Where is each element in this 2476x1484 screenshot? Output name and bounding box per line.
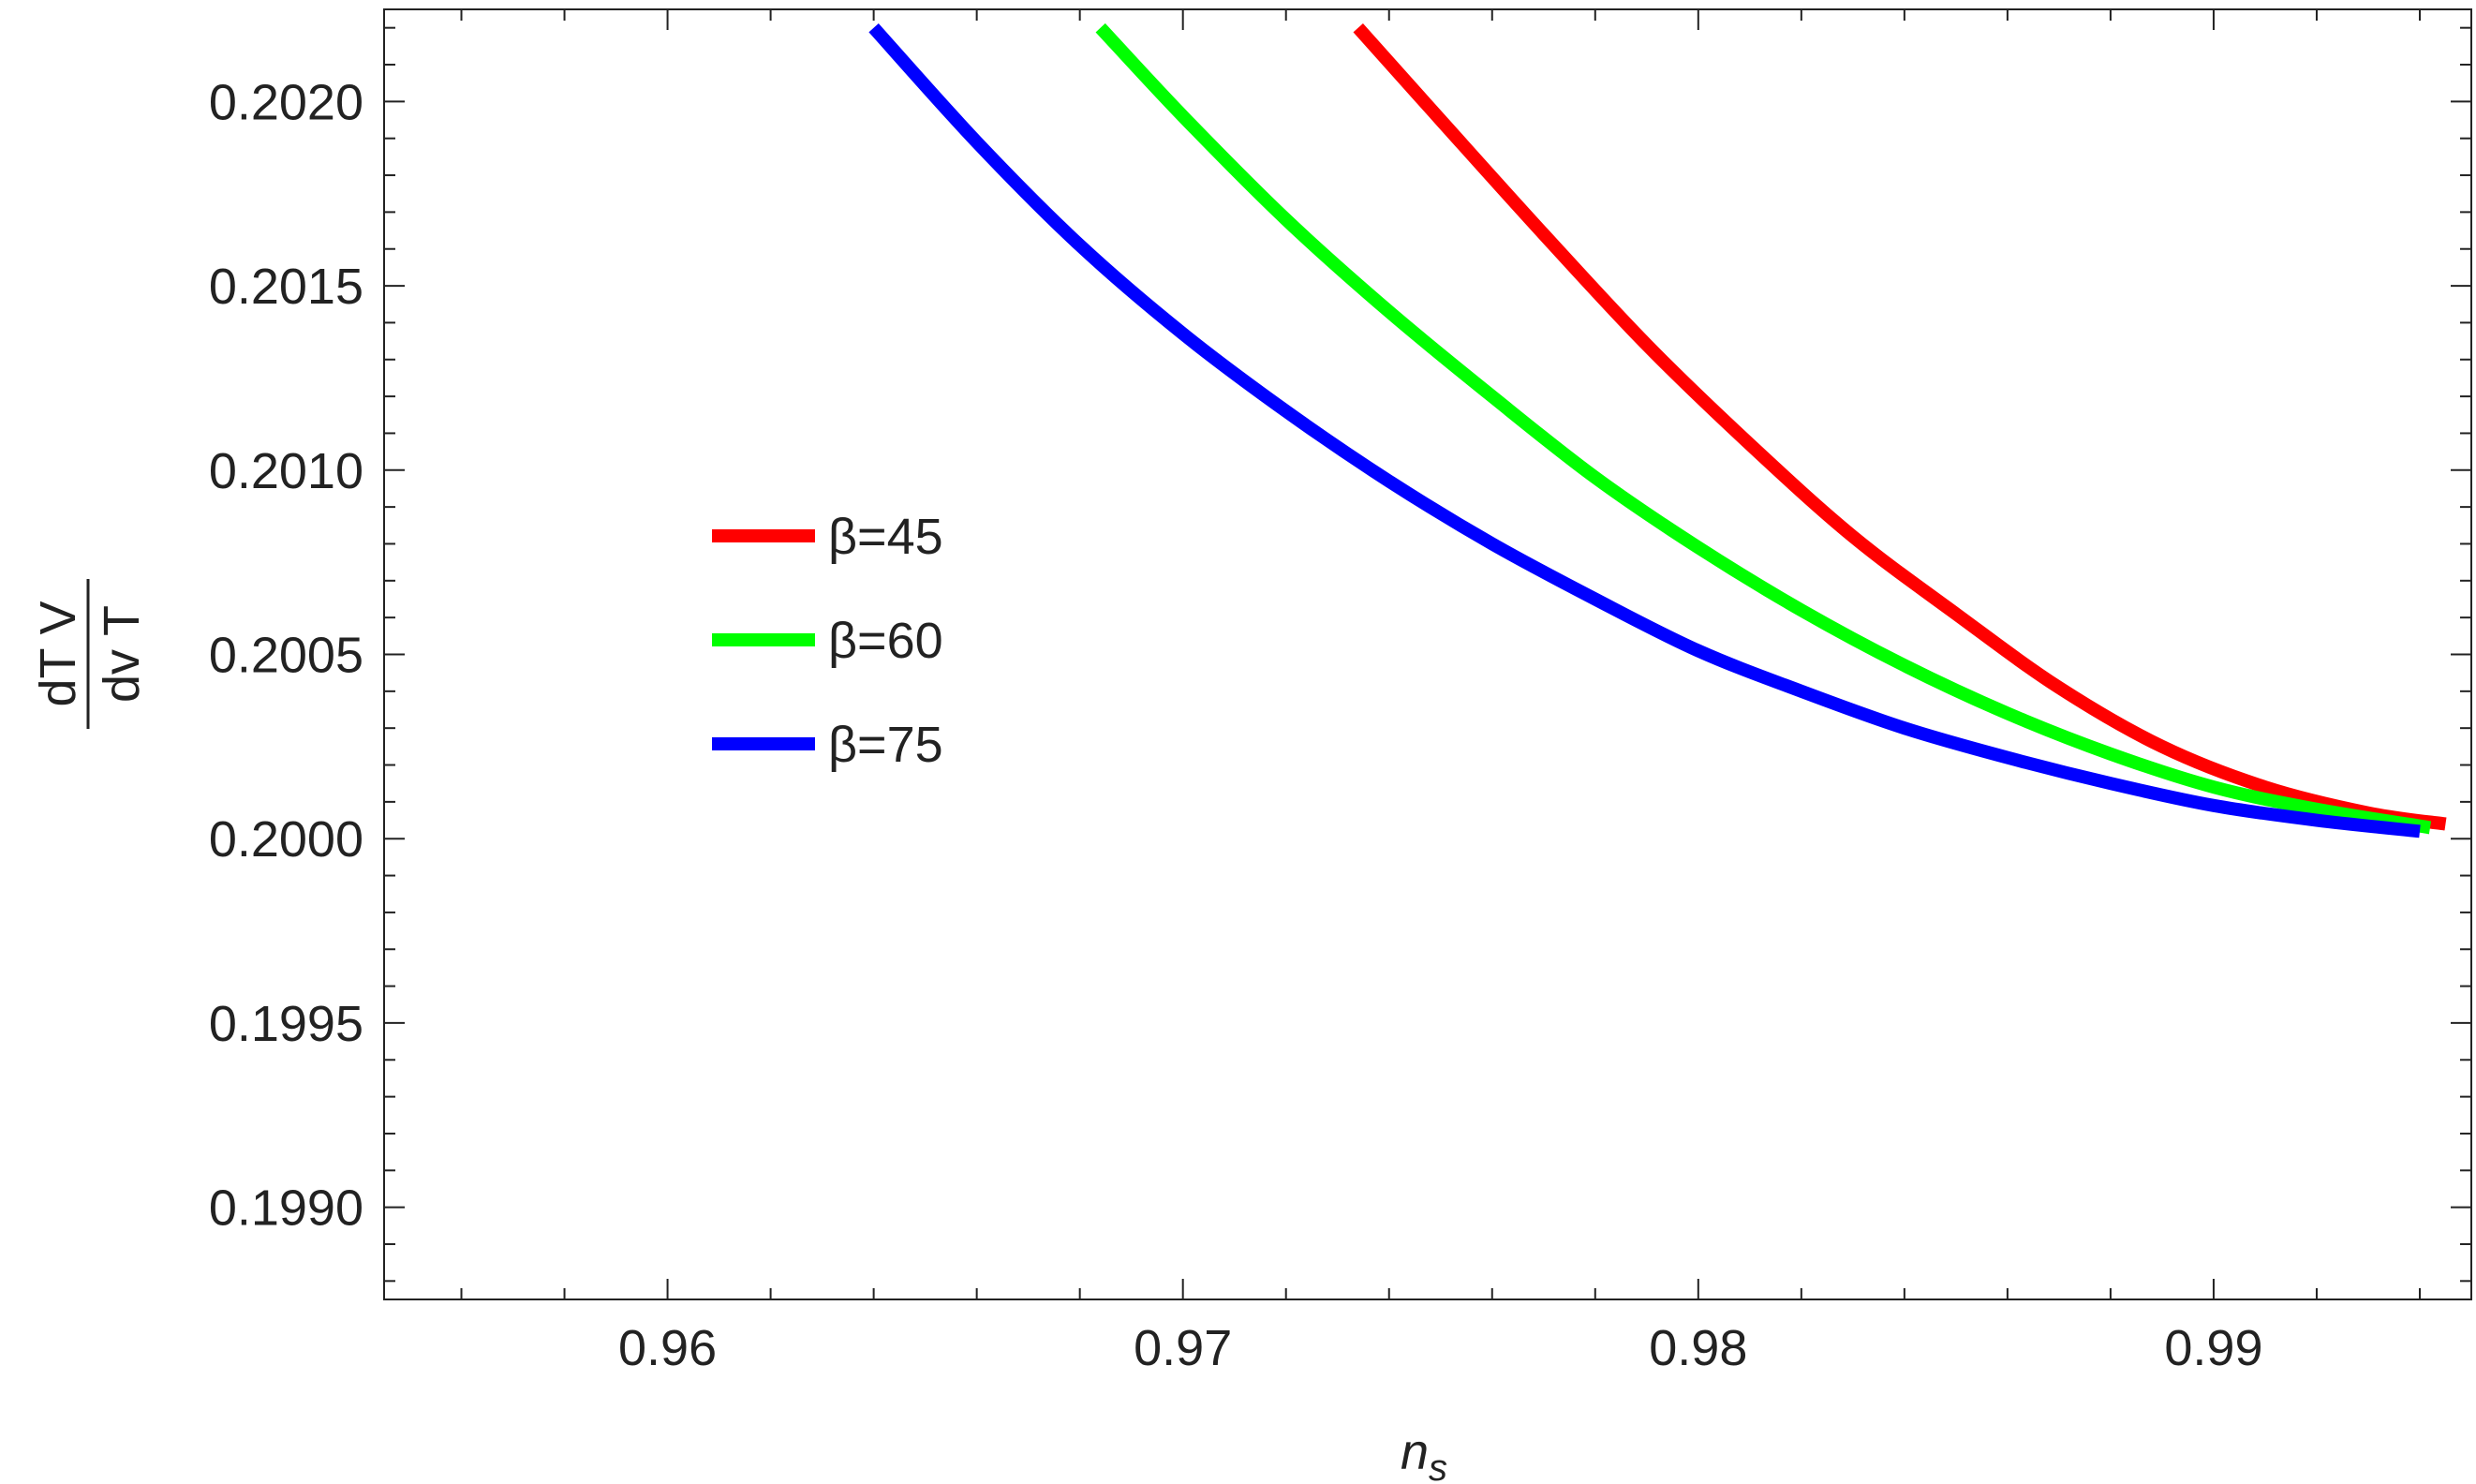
x-tick-label: 0.96 [618, 1320, 717, 1376]
legend-label-1: β=45 [828, 509, 943, 565]
x-axis-label-main: n [1401, 1424, 1429, 1480]
y-tick-label: 0.2020 [209, 74, 363, 130]
series-line-3 [868, 22, 2421, 838]
y-tick-label: 0.2000 [209, 811, 363, 868]
legend: β=45 β=60 β=75 [712, 509, 943, 773]
series-line-2 [1095, 22, 2432, 835]
series-line-1 [1353, 23, 2447, 831]
y-tick-label: 0.1990 [209, 1180, 363, 1237]
tick-labels: 0.96 0.97 0.98 0.99 0.1990 0.1995 0.2000 0.2005… [209, 74, 2263, 1376]
x-axis-label: ns [1401, 1424, 1447, 1484]
y-tick-label: 0.1995 [209, 996, 363, 1052]
y-tick-label: 0.2015 [209, 259, 363, 315]
y-axis-label: dT V dv T [30, 579, 150, 729]
plot-frame [383, 8, 2472, 1300]
series-lines [868, 22, 2447, 838]
y-axis-label-denominator: dv T [94, 605, 150, 703]
x-tick-label: 0.98 [1649, 1320, 1747, 1376]
tick-marks [384, 9, 2471, 1299]
y-tick-label: 0.2005 [209, 628, 363, 684]
x-tick-label: 0.97 [1134, 1320, 1232, 1376]
legend-label-3: β=75 [828, 717, 943, 773]
x-axis-label-subscript: s [1429, 1447, 1447, 1484]
y-tick-label: 0.2010 [209, 443, 363, 499]
y-axis-label-numerator: dT V [30, 601, 86, 706]
x-tick-label: 0.99 [2164, 1320, 2262, 1376]
legend-label-2: β=60 [828, 613, 943, 669]
